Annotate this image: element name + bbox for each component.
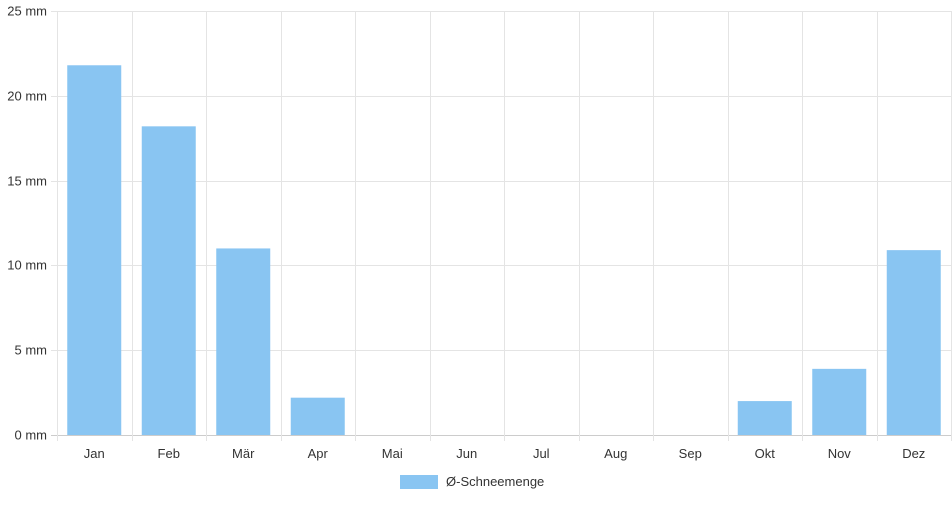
bar-nov[interactable] <box>812 368 867 435</box>
x-tick-label: Sep <box>679 446 702 461</box>
x-tick-label: Mai <box>382 446 403 461</box>
x-tick-label: Mär <box>232 446 255 461</box>
x-tick-label: Feb <box>158 446 180 461</box>
x-tick-label: Jun <box>456 446 477 461</box>
bar-mär[interactable] <box>216 248 271 435</box>
x-tick-label: Aug <box>604 446 627 461</box>
bars-layer <box>67 65 941 435</box>
y-tick-label: 10 mm <box>7 258 47 273</box>
x-tick-label: Nov <box>828 446 852 461</box>
legend[interactable]: Ø-Schneemenge <box>400 474 544 489</box>
y-tick-label: 0 mm <box>15 428 48 443</box>
x-tick-label: Dez <box>902 446 925 461</box>
x-tick-label: Okt <box>755 446 776 461</box>
bar-feb[interactable] <box>141 126 196 435</box>
x-tick-label: Jan <box>84 446 105 461</box>
axis-layer: 0 mm 5 mm 10 mm 15 mm 20 mm 25 mm Jan Feb Mär Apr… <box>7 4 925 462</box>
bar-jan[interactable] <box>67 65 122 435</box>
x-tick-label: Apr <box>308 446 329 461</box>
bar-apr[interactable] <box>290 397 345 435</box>
x-tick-label: Jul <box>533 446 550 461</box>
y-tick-label: 20 mm <box>7 89 47 104</box>
y-tick-label: 5 mm <box>15 343 48 358</box>
bar-dez[interactable] <box>886 250 941 435</box>
bar-okt[interactable] <box>737 401 792 435</box>
grid-layer <box>51 11 952 441</box>
y-tick-label: 25 mm <box>7 4 47 19</box>
legend-swatch[interactable] <box>400 475 438 489</box>
legend-label[interactable]: Ø-Schneemenge <box>446 474 544 489</box>
y-tick-label: 15 mm <box>7 174 47 189</box>
